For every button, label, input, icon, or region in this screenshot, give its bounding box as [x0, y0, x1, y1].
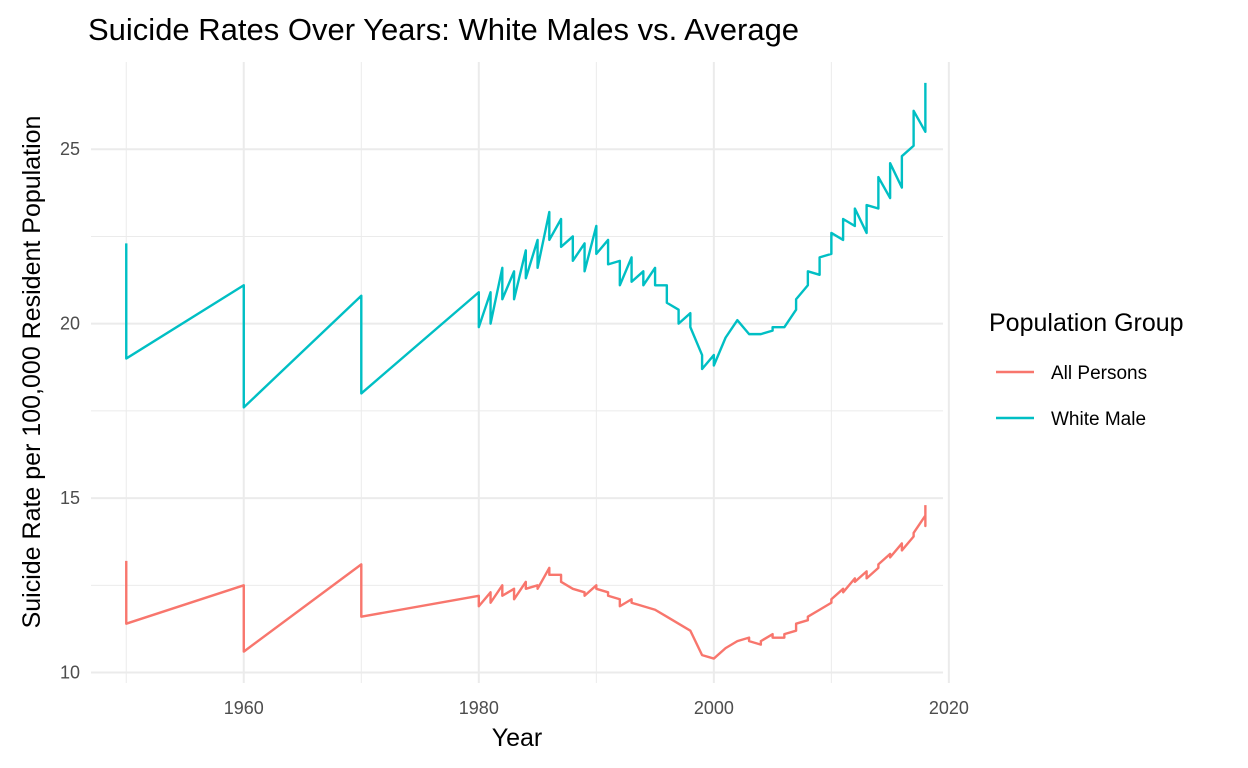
series-line-all-persons	[125, 505, 927, 660]
x-tick-label: 2020	[929, 698, 969, 718]
x-tick-label: 1960	[224, 698, 264, 718]
y-axis-ticks: 10 15 20 25	[60, 139, 80, 682]
x-tick-label: 1980	[459, 698, 499, 718]
x-axis-title: Year	[492, 724, 543, 752]
y-tick-label: 10	[60, 663, 80, 683]
legend-items: All Persons White Male	[996, 363, 1147, 430]
series-line-white-male	[125, 82, 927, 409]
legend: Population Group All Persons White Male	[989, 309, 1184, 430]
y-axis-title: Suicide Rate per 100,000 Resident Popula…	[18, 116, 46, 629]
legend-title: Population Group	[989, 309, 1184, 337]
legend-label: White Male	[1051, 409, 1146, 430]
y-tick-label: 25	[60, 139, 80, 159]
minor-grid	[91, 62, 943, 683]
major-grid	[91, 62, 950, 683]
y-tick-label: 15	[60, 488, 80, 508]
chart-title: Suicide Rates Over Years: White Males vs…	[88, 12, 799, 47]
x-axis-ticks: 1960 1980 2000 2020	[224, 698, 969, 718]
x-tick-label: 2000	[694, 698, 734, 718]
y-tick-label: 20	[60, 314, 80, 334]
legend-label: All Persons	[1051, 363, 1147, 384]
series-layer	[125, 82, 927, 660]
